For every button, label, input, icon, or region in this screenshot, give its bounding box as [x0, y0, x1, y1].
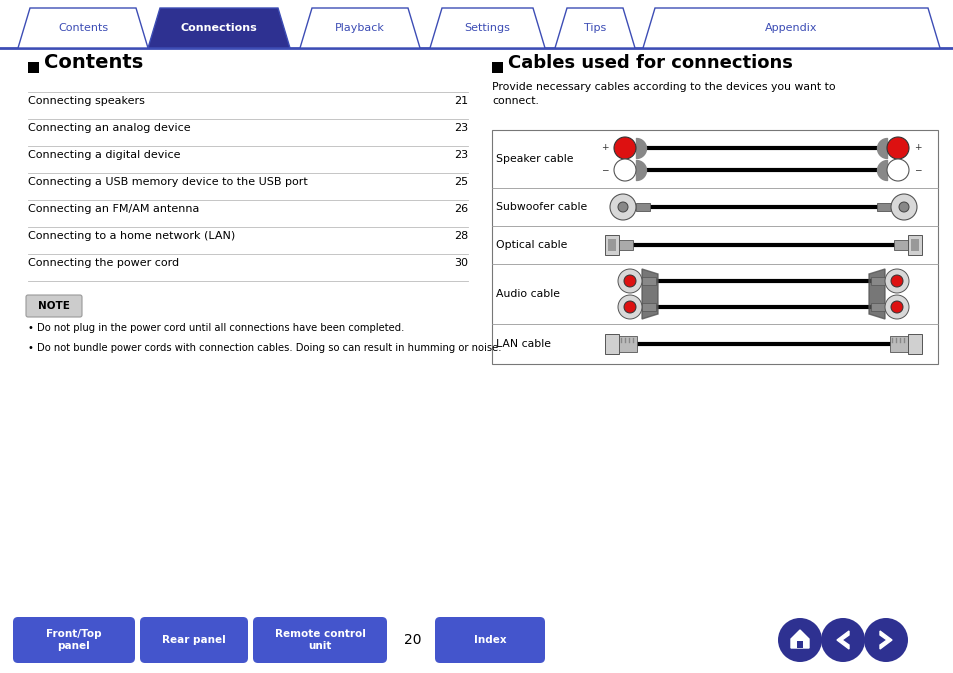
Text: Optical cable: Optical cable	[496, 240, 567, 250]
Text: Speaker cable: Speaker cable	[496, 154, 573, 164]
Text: Cables used for connections: Cables used for connections	[507, 54, 792, 72]
Circle shape	[884, 269, 908, 293]
Text: 23: 23	[454, 123, 468, 133]
Circle shape	[618, 202, 627, 212]
Text: Connecting speakers: Connecting speakers	[28, 96, 145, 106]
Text: Connecting the power cord: Connecting the power cord	[28, 258, 179, 268]
Polygon shape	[790, 630, 808, 648]
Text: Settings: Settings	[464, 23, 510, 33]
FancyBboxPatch shape	[26, 295, 82, 317]
Bar	[618, 240, 633, 250]
Polygon shape	[642, 8, 939, 48]
Text: Index: Index	[474, 635, 506, 645]
Bar	[907, 235, 921, 255]
Bar	[796, 641, 802, 648]
Text: Playback: Playback	[335, 23, 384, 33]
Circle shape	[609, 194, 636, 220]
Circle shape	[884, 295, 908, 319]
Text: LAN cable: LAN cable	[496, 339, 551, 349]
Polygon shape	[18, 8, 148, 48]
Text: +: +	[600, 143, 608, 153]
Bar	[604, 334, 618, 354]
Text: Connections: Connections	[180, 23, 257, 33]
Circle shape	[778, 618, 821, 662]
Bar	[618, 336, 637, 352]
Circle shape	[618, 269, 641, 293]
Bar	[604, 235, 618, 255]
Text: Tips: Tips	[583, 23, 605, 33]
Text: Provide necessary cables according to the devices you want to: Provide necessary cables according to th…	[492, 82, 835, 92]
Text: 25: 25	[454, 177, 468, 187]
Text: −: −	[600, 166, 608, 174]
Circle shape	[898, 202, 908, 212]
Text: NOTE: NOTE	[38, 301, 70, 311]
Text: 21: 21	[454, 96, 468, 106]
Bar	[28, 62, 39, 73]
Bar	[641, 277, 656, 285]
Text: 30: 30	[454, 258, 468, 268]
Text: Contents: Contents	[58, 23, 108, 33]
Polygon shape	[868, 269, 884, 319]
Text: Remote control
unit: Remote control unit	[274, 629, 365, 651]
Text: −: −	[913, 166, 921, 174]
Text: 23: 23	[454, 150, 468, 160]
Text: Connecting a USB memory device to the USB port: Connecting a USB memory device to the US…	[28, 177, 308, 187]
Bar	[876, 203, 890, 211]
Text: 20: 20	[404, 633, 421, 647]
Text: • Do not plug in the power cord until all connections have been completed.: • Do not plug in the power cord until al…	[28, 323, 404, 333]
Bar	[889, 336, 907, 352]
Circle shape	[886, 159, 908, 181]
Text: Contents: Contents	[44, 53, 143, 72]
Text: 26: 26	[454, 204, 468, 214]
Polygon shape	[641, 269, 658, 319]
Circle shape	[623, 301, 636, 313]
Circle shape	[890, 301, 902, 313]
Bar	[607, 239, 616, 251]
Polygon shape	[555, 8, 635, 48]
Bar	[907, 334, 921, 354]
Text: Appendix: Appendix	[764, 23, 817, 33]
Bar	[641, 303, 656, 311]
Text: connect.: connect.	[492, 96, 538, 106]
Circle shape	[890, 194, 916, 220]
Text: Connecting to a home network (LAN): Connecting to a home network (LAN)	[28, 231, 235, 241]
Circle shape	[614, 137, 636, 159]
Text: Front/Top
panel: Front/Top panel	[46, 629, 102, 651]
Polygon shape	[836, 631, 848, 649]
Text: Connecting a digital device: Connecting a digital device	[28, 150, 180, 160]
Circle shape	[863, 618, 907, 662]
Bar	[492, 62, 502, 73]
Circle shape	[614, 159, 636, 181]
Text: • Do not bundle power cords with connection cables. Doing so can result in hummi: • Do not bundle power cords with connect…	[28, 343, 501, 353]
Circle shape	[821, 618, 864, 662]
Bar	[492, 130, 937, 364]
Circle shape	[886, 137, 908, 159]
Polygon shape	[430, 8, 544, 48]
Bar	[910, 239, 918, 251]
Bar	[893, 240, 907, 250]
Text: Audio cable: Audio cable	[496, 289, 559, 299]
FancyBboxPatch shape	[13, 617, 135, 663]
Circle shape	[890, 275, 902, 287]
Text: Rear panel: Rear panel	[162, 635, 226, 645]
Polygon shape	[148, 8, 290, 48]
FancyBboxPatch shape	[140, 617, 248, 663]
Polygon shape	[879, 631, 891, 649]
Text: Subwoofer cable: Subwoofer cable	[496, 202, 587, 212]
Text: 28: 28	[454, 231, 468, 241]
Text: Connecting an FM/AM antenna: Connecting an FM/AM antenna	[28, 204, 199, 214]
Circle shape	[623, 275, 636, 287]
Bar	[870, 303, 884, 311]
Text: Connecting an analog device: Connecting an analog device	[28, 123, 191, 133]
Bar	[636, 203, 649, 211]
Circle shape	[618, 295, 641, 319]
FancyBboxPatch shape	[435, 617, 544, 663]
Text: +: +	[913, 143, 921, 153]
Bar	[870, 277, 884, 285]
Polygon shape	[299, 8, 419, 48]
FancyBboxPatch shape	[253, 617, 387, 663]
